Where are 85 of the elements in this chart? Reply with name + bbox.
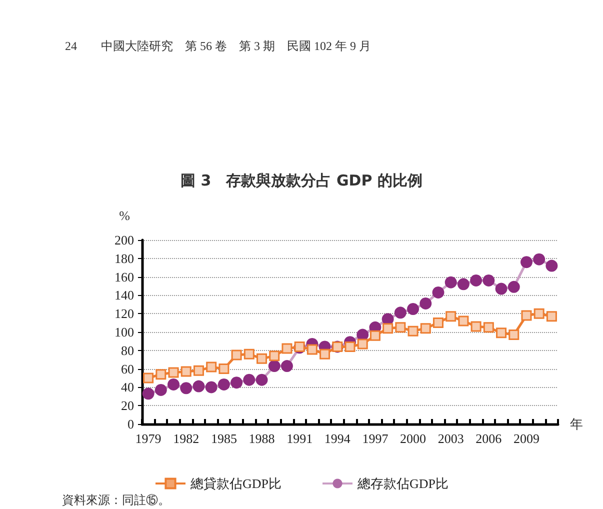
point [193,365,204,376]
point [344,341,356,352]
x-tick-label: 2003 [438,431,464,446]
point [282,343,292,354]
x-tick-label: 1997 [362,431,389,446]
point [382,323,394,334]
point [470,321,482,332]
point [230,376,243,389]
point [420,297,432,310]
point [508,280,520,293]
source-note: 資料來源：同註⑮。 [62,493,170,507]
point [457,278,470,290]
point [394,306,406,319]
point [520,256,532,268]
x-tick-label: 2009 [513,431,540,446]
point [446,311,456,322]
point [534,308,544,319]
y-tick-label: 120 [114,306,134,322]
point [546,260,558,272]
x-tick-label: 1988 [248,431,275,446]
point [243,374,256,386]
y-tick-label: 20 [121,398,134,414]
point [244,348,254,360]
point [256,353,268,364]
x-tick-label: 1985 [210,431,237,446]
x-tick-label: 2000 [400,431,426,446]
y-tick-label: 100 [114,324,134,340]
point [168,367,179,378]
point [495,282,508,295]
point [206,362,217,372]
x-axis-title: 年 [570,416,583,432]
y-tick-label: 180 [114,250,134,266]
x-tick-label: 1982 [173,431,200,446]
point [444,276,457,288]
x-tick-label: 1994 [324,431,351,446]
point [268,360,280,372]
point [533,253,546,266]
y-axis-title: % [119,208,130,223]
point [180,366,192,377]
legend-label: 總貸款佔GDP比 [189,476,282,491]
y-tick-label: 200 [114,232,134,248]
point [370,330,380,341]
y-tick-label: 80 [121,342,134,358]
point [508,330,520,340]
point [395,322,406,333]
point [420,323,431,334]
chart-title: 圖 3 存款與放款分占 GDP 的比例 [180,172,422,190]
point [458,316,469,326]
point [269,350,280,362]
y-tick-label: 60 [121,361,134,376]
point [154,384,167,396]
point [432,286,444,298]
point [168,378,180,390]
y-tick-label: 160 [114,269,134,284]
point [320,348,330,360]
point [218,364,230,374]
point [256,374,268,386]
legend-label: 總存款佔GDP比 [356,476,449,491]
point [546,311,557,322]
point [306,344,318,355]
point [192,380,205,392]
point [521,310,532,321]
point [482,274,495,286]
point [407,303,420,315]
x-tick-label: 2006 [476,431,502,446]
point [142,388,154,400]
point [470,274,482,286]
point [143,372,154,384]
text: 24 中國大陸研究 第 56 卷 第 3 期 民國 102 年 9 月 [65,39,371,53]
y-tick-label: 40 [121,380,134,395]
point [180,382,192,394]
point [280,360,293,372]
point [432,318,444,328]
point [357,338,368,350]
x-tick-label: 1991 [286,431,313,446]
point [496,328,507,338]
y-tick-label: 140 [114,288,134,303]
point [231,350,242,360]
x-tick-label: 1979 [135,431,162,446]
y-tick-label: 0 [128,416,134,432]
point [156,369,166,380]
point [205,381,218,394]
point [408,326,418,336]
point [218,378,230,390]
point [483,322,494,333]
